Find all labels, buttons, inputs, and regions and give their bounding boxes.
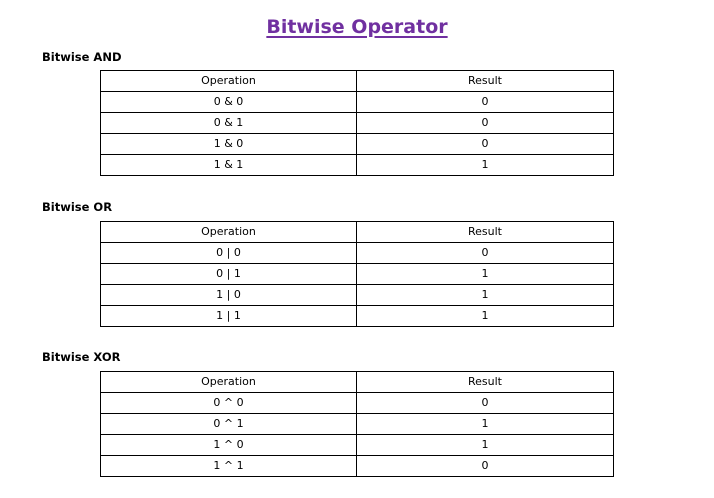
table-row: 0 & 0 0 (100, 91, 614, 113)
operation-cell: 1 ^ 1 (100, 455, 357, 477)
table-header-row: Operation Result (100, 70, 614, 92)
result-cell: 0 (356, 455, 614, 477)
column-header-result: Result (356, 70, 614, 92)
and-table: Operation Result 0 & 0 0 0 & 1 0 1 & 0 0… (100, 70, 614, 176)
result-cell: 0 (356, 242, 614, 264)
operation-cell: 0 & 0 (100, 91, 357, 113)
column-header-operation: Operation (100, 371, 357, 393)
operation-cell: 1 | 1 (100, 305, 357, 327)
column-header-result: Result (356, 371, 614, 393)
table-header-row: Operation Result (100, 371, 614, 393)
table-row: 1 ^ 0 1 (100, 434, 614, 456)
table-row: 1 | 0 1 (100, 284, 614, 306)
result-cell: 1 (356, 154, 614, 176)
result-cell: 1 (356, 305, 614, 327)
operation-cell: 0 | 0 (100, 242, 357, 264)
result-cell: 1 (356, 263, 614, 285)
table-row: 0 & 1 0 (100, 112, 614, 134)
table-row: 1 & 0 0 (100, 133, 614, 155)
table-row: 0 | 1 1 (100, 263, 614, 285)
operation-cell: 1 & 0 (100, 133, 357, 155)
operation-cell: 0 & 1 (100, 112, 357, 134)
result-cell: 0 (356, 91, 614, 113)
table-row: 0 ^ 0 0 (100, 392, 614, 414)
table-row: 0 | 0 0 (100, 242, 614, 264)
table-header-row: Operation Result (100, 221, 614, 243)
or-table: Operation Result 0 | 0 0 0 | 1 1 1 | 0 1… (100, 221, 614, 327)
result-cell: 0 (356, 392, 614, 414)
table-row: 0 ^ 1 1 (100, 413, 614, 435)
operation-cell: 1 ^ 0 (100, 434, 357, 456)
result-cell: 1 (356, 434, 614, 456)
table-row: 1 ^ 1 0 (100, 455, 614, 477)
xor-table: Operation Result 0 ^ 0 0 0 ^ 1 1 1 ^ 0 1… (100, 371, 614, 477)
result-cell: 0 (356, 112, 614, 134)
operation-cell: 1 & 1 (100, 154, 357, 176)
table-row: 1 & 1 1 (100, 154, 614, 176)
column-header-result: Result (356, 221, 614, 243)
result-cell: 1 (356, 284, 614, 306)
operation-cell: 0 ^ 1 (100, 413, 357, 435)
result-cell: 0 (356, 133, 614, 155)
table-row: 1 | 1 1 (100, 305, 614, 327)
section-heading-or: Bitwise OR (42, 200, 113, 214)
operation-cell: 0 | 1 (100, 263, 357, 285)
operation-cell: 1 | 0 (100, 284, 357, 306)
column-header-operation: Operation (100, 221, 357, 243)
section-heading-xor: Bitwise XOR (42, 350, 121, 364)
result-cell: 1 (356, 413, 614, 435)
page-title: Bitwise Operator (266, 16, 448, 38)
operation-cell: 0 ^ 0 (100, 392, 357, 414)
column-header-operation: Operation (100, 70, 357, 92)
section-heading-and: Bitwise AND (42, 50, 122, 64)
